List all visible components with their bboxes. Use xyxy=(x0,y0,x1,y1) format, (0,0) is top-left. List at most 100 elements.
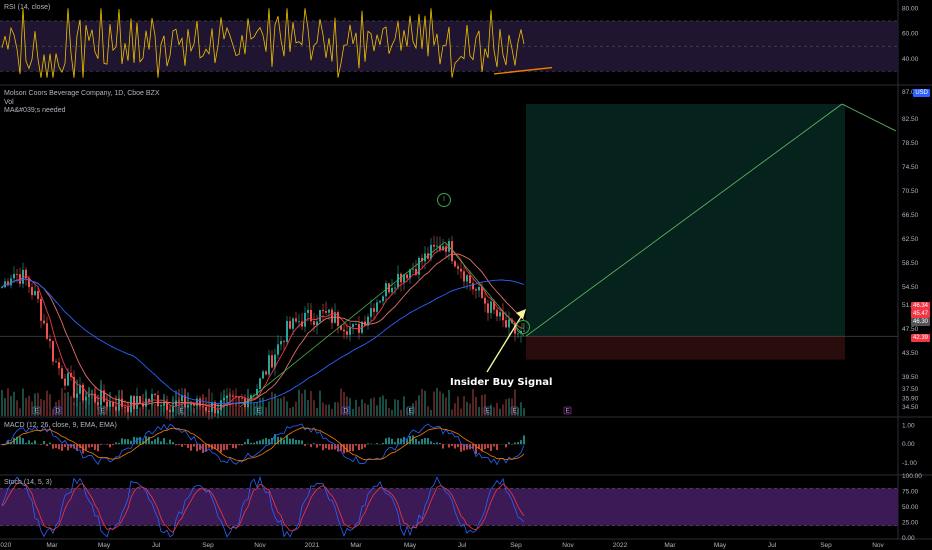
candle xyxy=(469,275,471,284)
macd-hist-bar xyxy=(91,444,93,448)
macd-hist-bar xyxy=(391,438,393,445)
volume-bar xyxy=(442,393,444,416)
candle xyxy=(472,283,474,290)
macd-hist-bar xyxy=(292,438,294,445)
macd-hist-bar xyxy=(25,442,27,445)
macd-hist-bar xyxy=(199,444,201,450)
macd-hist-bar xyxy=(55,444,57,449)
candle xyxy=(436,245,438,247)
macd-hist-bar xyxy=(349,444,351,452)
macd-hist-bar xyxy=(193,444,195,447)
candle xyxy=(424,253,426,262)
macd-hist-bar xyxy=(490,444,492,451)
macd-tick-0: 1.00 xyxy=(902,422,915,429)
candle xyxy=(64,378,66,386)
macd-hist-bar xyxy=(304,444,306,446)
macd-hist-bar xyxy=(133,436,135,445)
future-event-marker xyxy=(563,406,572,415)
macd-label: MACD (12, 26, close, 9, EMA, EMA) xyxy=(4,422,117,429)
volume-bar xyxy=(316,408,318,416)
event-marker-label: D xyxy=(344,408,349,415)
candle xyxy=(352,324,354,328)
macd-hist-bar xyxy=(109,444,111,448)
macd-hist-bar xyxy=(28,440,30,445)
event-marker xyxy=(254,406,263,415)
candle xyxy=(370,308,372,317)
candle xyxy=(415,268,417,275)
macd-hist-bar xyxy=(508,442,510,445)
macd-hist-bar xyxy=(256,441,258,445)
candle xyxy=(301,321,303,327)
currency-tag: USD xyxy=(913,89,930,97)
candle xyxy=(358,323,360,333)
volume-bar xyxy=(277,398,279,416)
macd-hist-bar xyxy=(355,444,357,446)
candle xyxy=(184,395,186,408)
macd-hist-bar xyxy=(151,440,153,445)
candle xyxy=(505,320,507,328)
macd-hist-bar xyxy=(106,444,108,445)
macd-hist-bar xyxy=(85,444,87,451)
macd-line xyxy=(1,423,525,466)
time-tick-13: Mar xyxy=(664,542,676,549)
macd-tick-2: -1.00 xyxy=(902,460,917,467)
price-tag-stop: 42.39 xyxy=(910,334,930,342)
macd-hist-bar xyxy=(430,441,432,445)
volume-bar xyxy=(265,407,267,416)
volume-bar xyxy=(481,395,483,416)
macd-hist-bar xyxy=(97,444,99,452)
macd-hist-bar xyxy=(130,440,132,445)
volume-bar xyxy=(271,391,273,416)
candle xyxy=(100,390,102,406)
volume-bar xyxy=(439,391,441,416)
event-marker xyxy=(98,406,107,415)
price-tick-12: 39.50 xyxy=(902,374,919,381)
price-tick-3: 74.50 xyxy=(902,164,919,171)
macd-hist-bar xyxy=(235,444,237,449)
candle xyxy=(502,312,504,321)
volume-bar xyxy=(139,407,141,416)
candle xyxy=(175,400,177,406)
volume-bar xyxy=(334,402,336,416)
macd-hist-bar xyxy=(238,444,240,446)
candle xyxy=(409,269,411,279)
volume-bar xyxy=(325,404,327,416)
macd-hist-bar xyxy=(400,438,402,445)
stoch-tick-2: 50.00 xyxy=(902,504,919,511)
candle xyxy=(154,393,156,396)
macd-hist-bar xyxy=(61,444,63,451)
macd-hist-bar xyxy=(217,444,219,450)
volume-bar xyxy=(31,401,33,416)
price-tick-10: 47.50 xyxy=(902,326,919,333)
macd-hist-bar xyxy=(139,437,141,445)
candle xyxy=(478,287,480,291)
volume-bar xyxy=(16,400,18,416)
volume-bar xyxy=(457,396,459,416)
macd-hist-bar xyxy=(343,444,345,454)
time-tick-17: Nov xyxy=(872,542,884,549)
volume-bar xyxy=(466,401,468,416)
volume-bar xyxy=(472,389,474,416)
candle xyxy=(73,376,75,398)
volume-bar xyxy=(205,397,207,416)
macd-hist-bar xyxy=(226,444,228,450)
candle xyxy=(52,341,54,362)
volume-bar xyxy=(253,402,255,416)
volume-bar xyxy=(499,408,501,416)
macd-hist-bar xyxy=(376,443,378,445)
volume-bar xyxy=(292,406,294,416)
macd-hist-bar xyxy=(46,444,48,446)
volume-bar xyxy=(463,396,465,416)
volume-bar xyxy=(82,394,84,416)
volume-bar xyxy=(391,409,393,416)
macd-hist-bar xyxy=(22,438,24,445)
macd-hist-bar xyxy=(331,444,333,450)
candle xyxy=(340,325,342,330)
volume-bar xyxy=(46,390,48,416)
macd-hist-bar xyxy=(268,439,270,445)
candle xyxy=(496,309,498,317)
volume-bar xyxy=(502,404,504,416)
macd-hist-bar xyxy=(142,440,144,445)
candle xyxy=(115,406,117,411)
